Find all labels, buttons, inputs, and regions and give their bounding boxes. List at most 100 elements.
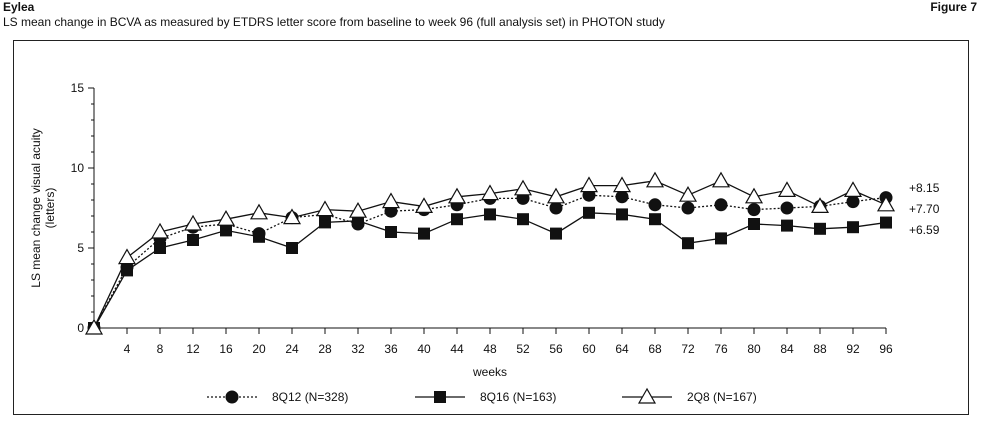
legend-marker-circle: [225, 390, 239, 404]
series-square: [88, 206, 892, 334]
data-point-square: [451, 213, 463, 226]
end-label: +7.70: [909, 202, 940, 216]
data-point-square: [550, 227, 562, 240]
data-point-circle: [714, 198, 728, 212]
data-point-circle: [615, 190, 629, 204]
data-point-triangle: [414, 197, 434, 213]
data-point-triangle: [612, 176, 632, 193]
legend-marker-square: [434, 391, 446, 403]
x-tick-label: 92: [846, 342, 860, 356]
figure-label: Figure 7: [930, 0, 977, 14]
x-tick-label: 40: [417, 342, 431, 356]
x-tick-label: 64: [615, 342, 629, 356]
data-point-square: [517, 213, 529, 226]
data-point-triangle: [678, 185, 698, 202]
x-tick-label: 76: [714, 342, 728, 356]
legend-item: 2Q8 (N=167): [622, 387, 757, 404]
chart-subtitle: LS mean change in BCVA as measured by ET…: [3, 15, 665, 29]
data-point-circle: [549, 201, 563, 215]
y-axis-title-line: (letters): [43, 188, 57, 229]
data-point-square: [484, 208, 496, 221]
data-point-square: [187, 234, 199, 246]
end-label: +8.15: [909, 181, 940, 195]
x-tick-label: 68: [648, 342, 662, 356]
data-point-triangle: [150, 222, 170, 239]
x-tick-label: 16: [219, 342, 233, 356]
data-point-triangle: [447, 187, 467, 204]
x-tick-label: 32: [351, 342, 365, 356]
chart-end-labels: +8.15 +7.70 +6.59: [909, 181, 940, 237]
x-tick-label: 24: [285, 342, 299, 356]
x-tick-label: 20: [252, 342, 266, 356]
x-tick-label: 12: [186, 342, 200, 356]
data-point-triangle: [711, 171, 731, 188]
x-tick-label: 8: [157, 342, 164, 356]
x-tick-label: 44: [450, 342, 464, 356]
data-point-square: [715, 232, 727, 245]
data-point-triangle: [546, 187, 566, 204]
legend-label: 8Q16 (N=163): [480, 390, 556, 404]
data-point-square: [286, 242, 298, 254]
data-point-triangle: [282, 208, 302, 225]
data-point-triangle: [480, 184, 500, 201]
data-point-triangle: [810, 197, 830, 213]
x-axis-title: weeks: [472, 365, 507, 379]
data-point-triangle: [744, 187, 764, 204]
legend-label: 2Q8 (N=167): [687, 390, 757, 404]
data-point-triangle: [315, 200, 335, 217]
data-point-square: [880, 216, 892, 229]
data-point-triangle: [843, 181, 863, 197]
y-tick-label: 10: [71, 161, 85, 175]
data-point-circle: [351, 217, 365, 231]
y-axis-title-line: LS mean change visual acuity: [29, 128, 43, 287]
legend-label: 8Q12 (N=328): [272, 390, 348, 404]
data-point-square: [616, 208, 628, 221]
data-point-triangle: [183, 214, 203, 231]
chart-frame: [13, 40, 969, 415]
legend-marker-triangle: [637, 387, 657, 404]
data-point-triangle: [249, 203, 269, 220]
x-tick-label: 28: [318, 342, 332, 356]
data-point-triangle: [513, 179, 533, 196]
x-tick-label: 52: [516, 342, 530, 356]
data-point-triangle: [876, 195, 896, 212]
data-point-circle: [648, 198, 662, 212]
brand-name: Eylea: [3, 0, 35, 14]
data-point-triangle: [84, 318, 104, 335]
data-point-circle: [681, 201, 695, 215]
data-point-square: [847, 221, 859, 234]
data-point-square: [583, 206, 595, 219]
data-point-square: [781, 219, 793, 232]
x-tick-label: 48: [483, 342, 497, 356]
x-tick-label: 4: [124, 342, 131, 356]
chart-series: [84, 171, 896, 335]
series-line: [93, 212, 887, 329]
data-point-square: [418, 227, 430, 240]
x-tick-label: 60: [582, 342, 596, 356]
data-point-square: [385, 226, 397, 238]
data-point-square: [682, 237, 694, 250]
legend-item: 8Q12 (N=328): [207, 390, 348, 404]
y-axis-title: LS mean change visual acuity(letters): [29, 128, 57, 287]
y-tick-label: 5: [77, 241, 84, 255]
legend-item: 8Q16 (N=163): [415, 390, 556, 404]
data-point-square: [748, 218, 760, 230]
series-triangle: [84, 171, 896, 335]
data-point-triangle: [645, 171, 665, 188]
x-tick-label: 84: [780, 342, 794, 356]
x-tick-label: 96: [879, 342, 893, 356]
x-tick-label: 72: [681, 342, 695, 356]
y-tick-label: 0: [77, 321, 84, 335]
x-tick-label: 88: [813, 342, 827, 356]
data-point-circle: [780, 201, 794, 215]
x-tick-label: 56: [549, 342, 563, 356]
data-point-square: [814, 222, 826, 235]
data-point-circle: [747, 203, 761, 217]
data-point-square: [649, 213, 661, 226]
chart-legend: 8Q12 (N=328) 8Q16 (N=163) 2Q8 (N=167): [207, 387, 757, 404]
data-point-triangle: [777, 181, 797, 197]
data-point-circle: [846, 195, 860, 209]
data-point-triangle: [348, 201, 368, 218]
